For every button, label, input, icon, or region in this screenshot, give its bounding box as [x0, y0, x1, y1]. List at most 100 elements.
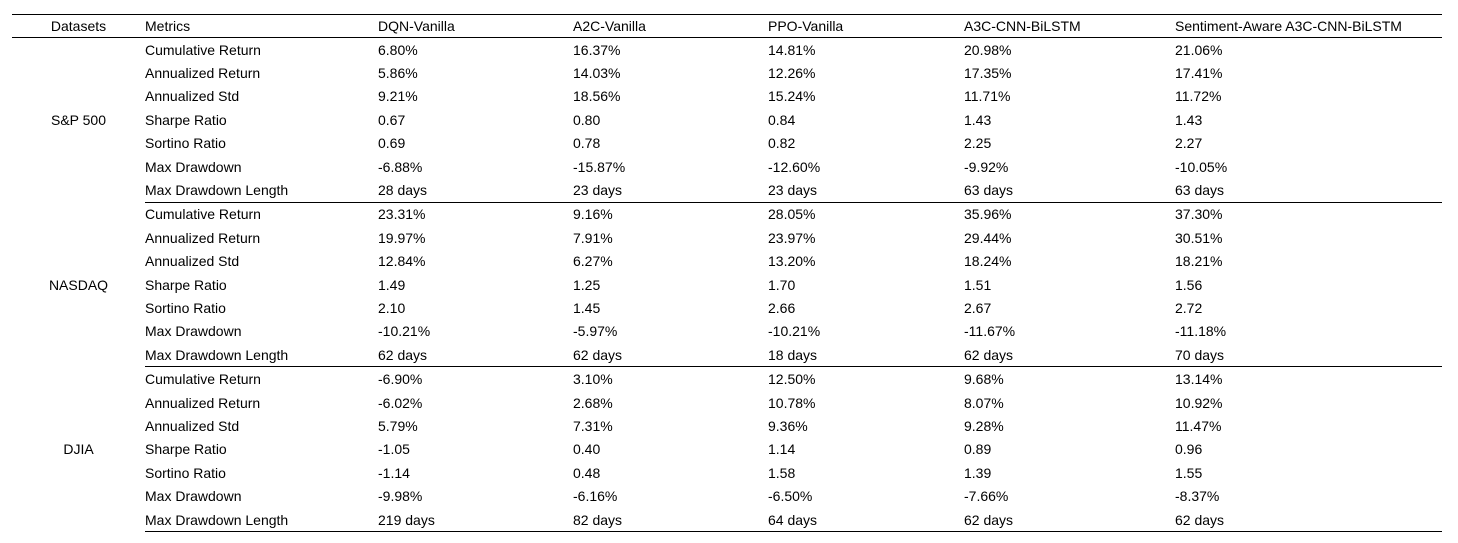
value-cell: 19.97% — [378, 229, 426, 246]
value-cell: 23 days — [573, 178, 768, 203]
table-row: Sortino Ratio 2.10 1.45 2.66 2.67 2.72 — [12, 296, 1442, 319]
value-cell: 15.24% — [768, 88, 816, 105]
header-datasets: Datasets — [12, 14, 145, 38]
value-cell: 1.43 — [1175, 111, 1203, 128]
metric-name-cell: Cumulative Return — [145, 206, 261, 223]
dataset-name-cell: S&P 500 — [50, 112, 106, 129]
value-cell: 12.84% — [378, 253, 426, 270]
metric-name-cell: Sharpe Ratio — [145, 111, 227, 128]
metric-name-cell: Sortino Ratio — [145, 135, 226, 152]
value-cell: 5.86% — [378, 65, 418, 82]
value-cell: 18.21% — [1175, 253, 1223, 270]
value-cell: 0.89 — [964, 441, 992, 458]
table-row: S&P 500 Cumulative Return 6.80% 16.37% 14.81… — [12, 38, 1442, 128]
value-cell: 1.43 — [964, 111, 992, 128]
value-cell: 13.20% — [768, 253, 816, 270]
value-cell: 3.10% — [573, 371, 613, 388]
value-cell: 11.47% — [1175, 417, 1222, 434]
header-ppo-vanilla: PPO-Vanilla — [768, 14, 964, 38]
value-cell: 0.82 — [768, 135, 796, 152]
value-cell: 23 days — [768, 178, 964, 203]
value-cell: 1.58 — [768, 464, 796, 481]
value-cell: 12.50% — [768, 371, 816, 388]
value-cell: -10.21% — [378, 323, 431, 340]
value-cell: 20.98% — [964, 41, 1012, 58]
value-cell: 82 days — [573, 507, 768, 533]
results-table: Datasets Metrics DQN-Vanilla A2C-Vanilla… — [12, 14, 1442, 533]
metric-name-cell: Sortino Ratio — [145, 299, 226, 316]
value-cell: 9.21% — [378, 88, 418, 105]
value-cell: -1.05 — [378, 441, 410, 458]
value-cell: 14.81% — [768, 41, 816, 58]
value-cell: -15.87% — [573, 158, 626, 175]
table-row: Max Drawdown -6.88% -15.87% -12.60% -9.92% -1… — [12, 155, 1442, 178]
table-row: Sortino Ratio -1.14 0.48 1.58 1.39 1.55 — [12, 461, 1442, 484]
value-cell: 2.67 — [964, 299, 992, 316]
value-cell: -11.18% — [1175, 323, 1227, 340]
value-cell: -6.88% — [378, 158, 423, 175]
metric-name-cell: Max Drawdown Length — [145, 178, 378, 203]
value-cell: 62 days — [964, 507, 1175, 533]
value-cell: 37.30% — [1175, 206, 1223, 223]
value-cell: 16.37% — [573, 41, 621, 58]
header-dqn-vanilla: DQN-Vanilla — [378, 14, 573, 38]
value-cell: 0.80 — [573, 111, 601, 128]
value-cell: 2.25 — [964, 135, 992, 152]
value-cell: 9.16% — [573, 206, 613, 223]
value-cell: 2.72 — [1175, 299, 1203, 316]
value-cell: 62 days — [573, 343, 768, 368]
value-cell: 18.56% — [573, 88, 621, 105]
table-row: DJIA Cumulative Return -6.90% 3.10% 12.50% 9.… — [12, 367, 1442, 457]
value-cell: 0.96 — [1175, 441, 1203, 458]
value-cell: 2.10 — [378, 299, 406, 316]
table-row: Sharpe Ratio 1.49 1.25 1.70 1.51 1.56 — [12, 273, 1442, 296]
value-cell: 11.71% — [964, 88, 1011, 105]
value-cell: 7.91% — [573, 229, 613, 246]
table-row: Max Drawdown Length 28 days 23 days 23 days… — [12, 178, 1442, 203]
value-cell: -9.98% — [378, 488, 423, 505]
value-cell: 17.41% — [1175, 65, 1223, 82]
value-cell: 62 days — [1175, 507, 1442, 533]
value-cell: -8.37% — [1175, 488, 1220, 505]
value-cell: 64 days — [768, 507, 964, 533]
value-cell: 23.31% — [378, 206, 426, 223]
table-row: Annualized Std 9.21% 18.56% 15.24% 11.71% 11.… — [12, 85, 1442, 108]
value-cell: 17.35% — [964, 65, 1012, 82]
value-cell: -12.60% — [768, 158, 821, 175]
value-cell: -10.21% — [768, 323, 821, 340]
value-cell: 30.51% — [1175, 229, 1223, 246]
metric-name-cell: Max Drawdown — [145, 488, 242, 505]
dataset-group: NASDAQ Cumulative Return 23.31% 9.16% 28.05%… — [12, 202, 1442, 368]
value-cell: 10.92% — [1175, 394, 1223, 411]
value-cell: 62 days — [964, 343, 1175, 368]
metric-name-cell: Max Drawdown — [145, 158, 242, 175]
header-metrics: Metrics — [145, 14, 378, 38]
table-row: Max Drawdown -10.21% -5.97% -10.21% -11.67% -… — [12, 320, 1442, 343]
table-row: Annualized Return 5.86% 14.03% 12.26% 17.35%… — [12, 61, 1442, 84]
value-cell: 2.66 — [768, 299, 796, 316]
table-row: Sharpe Ratio 0.67 0.80 0.84 1.43 1.43 — [12, 108, 1442, 131]
metric-name-cell: Sortino Ratio — [145, 464, 226, 481]
value-cell: 0.48 — [573, 464, 601, 481]
header-sentiment-aware-a3c: Sentiment-Aware A3C-CNN-BiLSTM — [1175, 14, 1442, 38]
value-cell: -6.16% — [573, 488, 618, 505]
table-row: Annualized Return 19.97% 7.91% 23.97% 29.44%… — [12, 226, 1442, 249]
header-a3c-cnn-bilstm: A3C-CNN-BiLSTM — [964, 14, 1175, 38]
value-cell: 2.68% — [573, 394, 613, 411]
metric-name-cell: Cumulative Return — [145, 41, 261, 58]
value-cell: 6.80% — [378, 41, 418, 58]
metric-name-cell: Cumulative Return — [145, 371, 261, 388]
metric-name-cell: Annualized Std — [145, 253, 240, 270]
metric-name-cell: Max Drawdown Length — [145, 507, 378, 533]
value-cell: -5.97% — [573, 323, 618, 340]
value-cell: 1.51 — [964, 276, 992, 293]
value-cell: 0.78 — [573, 135, 601, 152]
dataset-group: DJIA Cumulative Return -6.90% 3.10% 12.50% 9.… — [12, 367, 1442, 533]
dataset-name-cell: NASDAQ — [48, 276, 109, 293]
value-cell: 14.03% — [573, 65, 621, 82]
metric-name-cell: Max Drawdown — [145, 323, 242, 340]
table-row: Max Drawdown -9.98% -6.16% -6.50% -7.66% -8.3… — [12, 484, 1442, 507]
dataset-group: S&P 500 Cumulative Return 6.80% 16.37% 14.81… — [12, 38, 1442, 203]
value-cell: -6.02% — [378, 394, 423, 411]
value-cell: 0.69 — [378, 135, 406, 152]
